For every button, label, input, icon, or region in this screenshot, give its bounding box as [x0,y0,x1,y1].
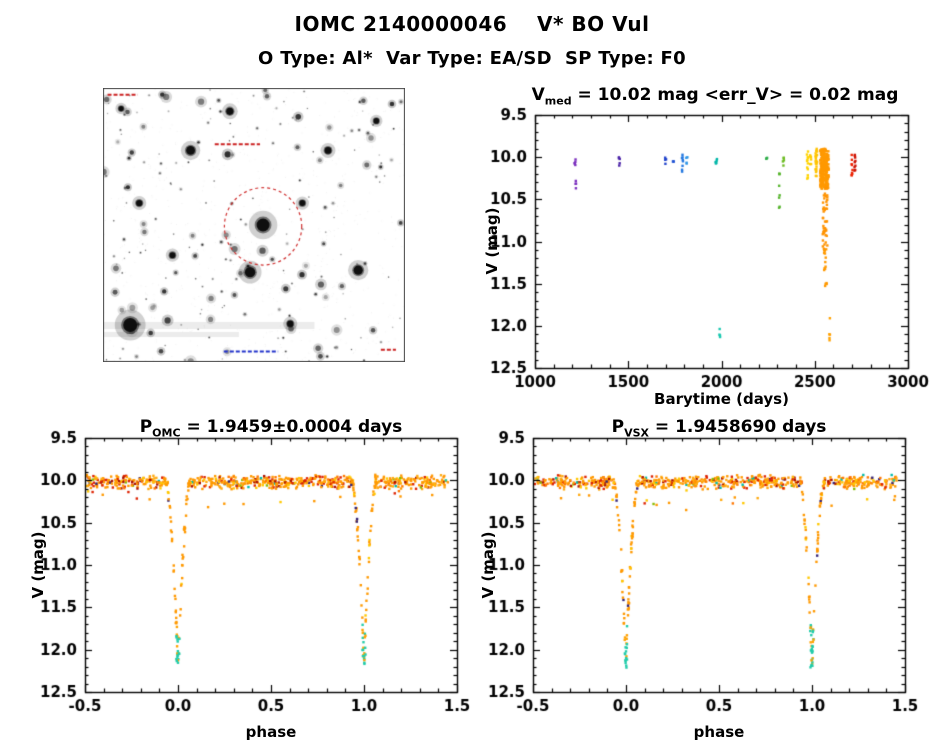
page-subtitle: O Type: Al* Var Type: EA/SD SP Type: F0 [258,48,686,69]
phase-omc-y-axis-label: V (mag) [29,531,47,599]
barytime-plot [465,100,930,395]
barytime-x-axis-label: Barytime (days) [654,390,789,408]
phase-omc-plot [15,430,475,747]
page-title: IOMC 2140000046 V* BO Vul [294,12,650,36]
phase-omc-x-axis-label: phase [245,723,297,741]
phase-vsx-plot [463,430,923,747]
phase-vsx-y-axis-label: V (mag) [479,531,497,599]
finder-chart [103,88,405,362]
barytime-y-axis-label: V (mag) [483,207,501,275]
phase-vsx-x-axis-label: phase [693,723,745,741]
